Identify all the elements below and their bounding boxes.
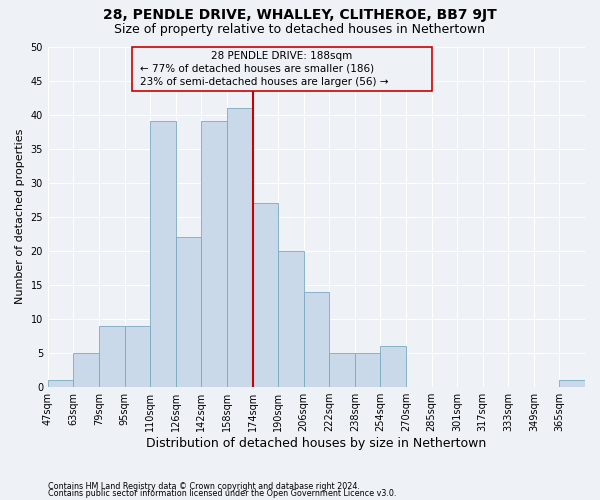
Bar <box>48 380 73 387</box>
Bar <box>176 237 202 387</box>
Bar <box>355 353 380 387</box>
Bar <box>329 353 355 387</box>
Bar <box>380 346 406 387</box>
Text: Size of property relative to detached houses in Nethertown: Size of property relative to detached ho… <box>115 22 485 36</box>
Text: 28 PENDLE DRIVE: 188sqm: 28 PENDLE DRIVE: 188sqm <box>211 52 353 62</box>
Text: Contains HM Land Registry data © Crown copyright and database right 2024.: Contains HM Land Registry data © Crown c… <box>48 482 360 491</box>
Bar <box>150 122 176 387</box>
Text: ← 77% of detached houses are smaller (186): ← 77% of detached houses are smaller (18… <box>140 64 374 74</box>
Text: 23% of semi-detached houses are larger (56) →: 23% of semi-detached houses are larger (… <box>140 77 388 87</box>
X-axis label: Distribution of detached houses by size in Nethertown: Distribution of detached houses by size … <box>146 437 487 450</box>
Bar <box>278 251 304 387</box>
FancyBboxPatch shape <box>133 46 431 91</box>
Bar <box>304 292 329 387</box>
Bar <box>559 380 585 387</box>
Bar <box>73 353 99 387</box>
Bar <box>202 122 227 387</box>
Bar <box>125 326 150 387</box>
Text: Contains public sector information licensed under the Open Government Licence v3: Contains public sector information licen… <box>48 488 397 498</box>
Bar <box>253 203 278 387</box>
Y-axis label: Number of detached properties: Number of detached properties <box>15 129 25 304</box>
Text: 28, PENDLE DRIVE, WHALLEY, CLITHEROE, BB7 9JT: 28, PENDLE DRIVE, WHALLEY, CLITHEROE, BB… <box>103 8 497 22</box>
Bar <box>99 326 125 387</box>
Bar <box>227 108 253 387</box>
